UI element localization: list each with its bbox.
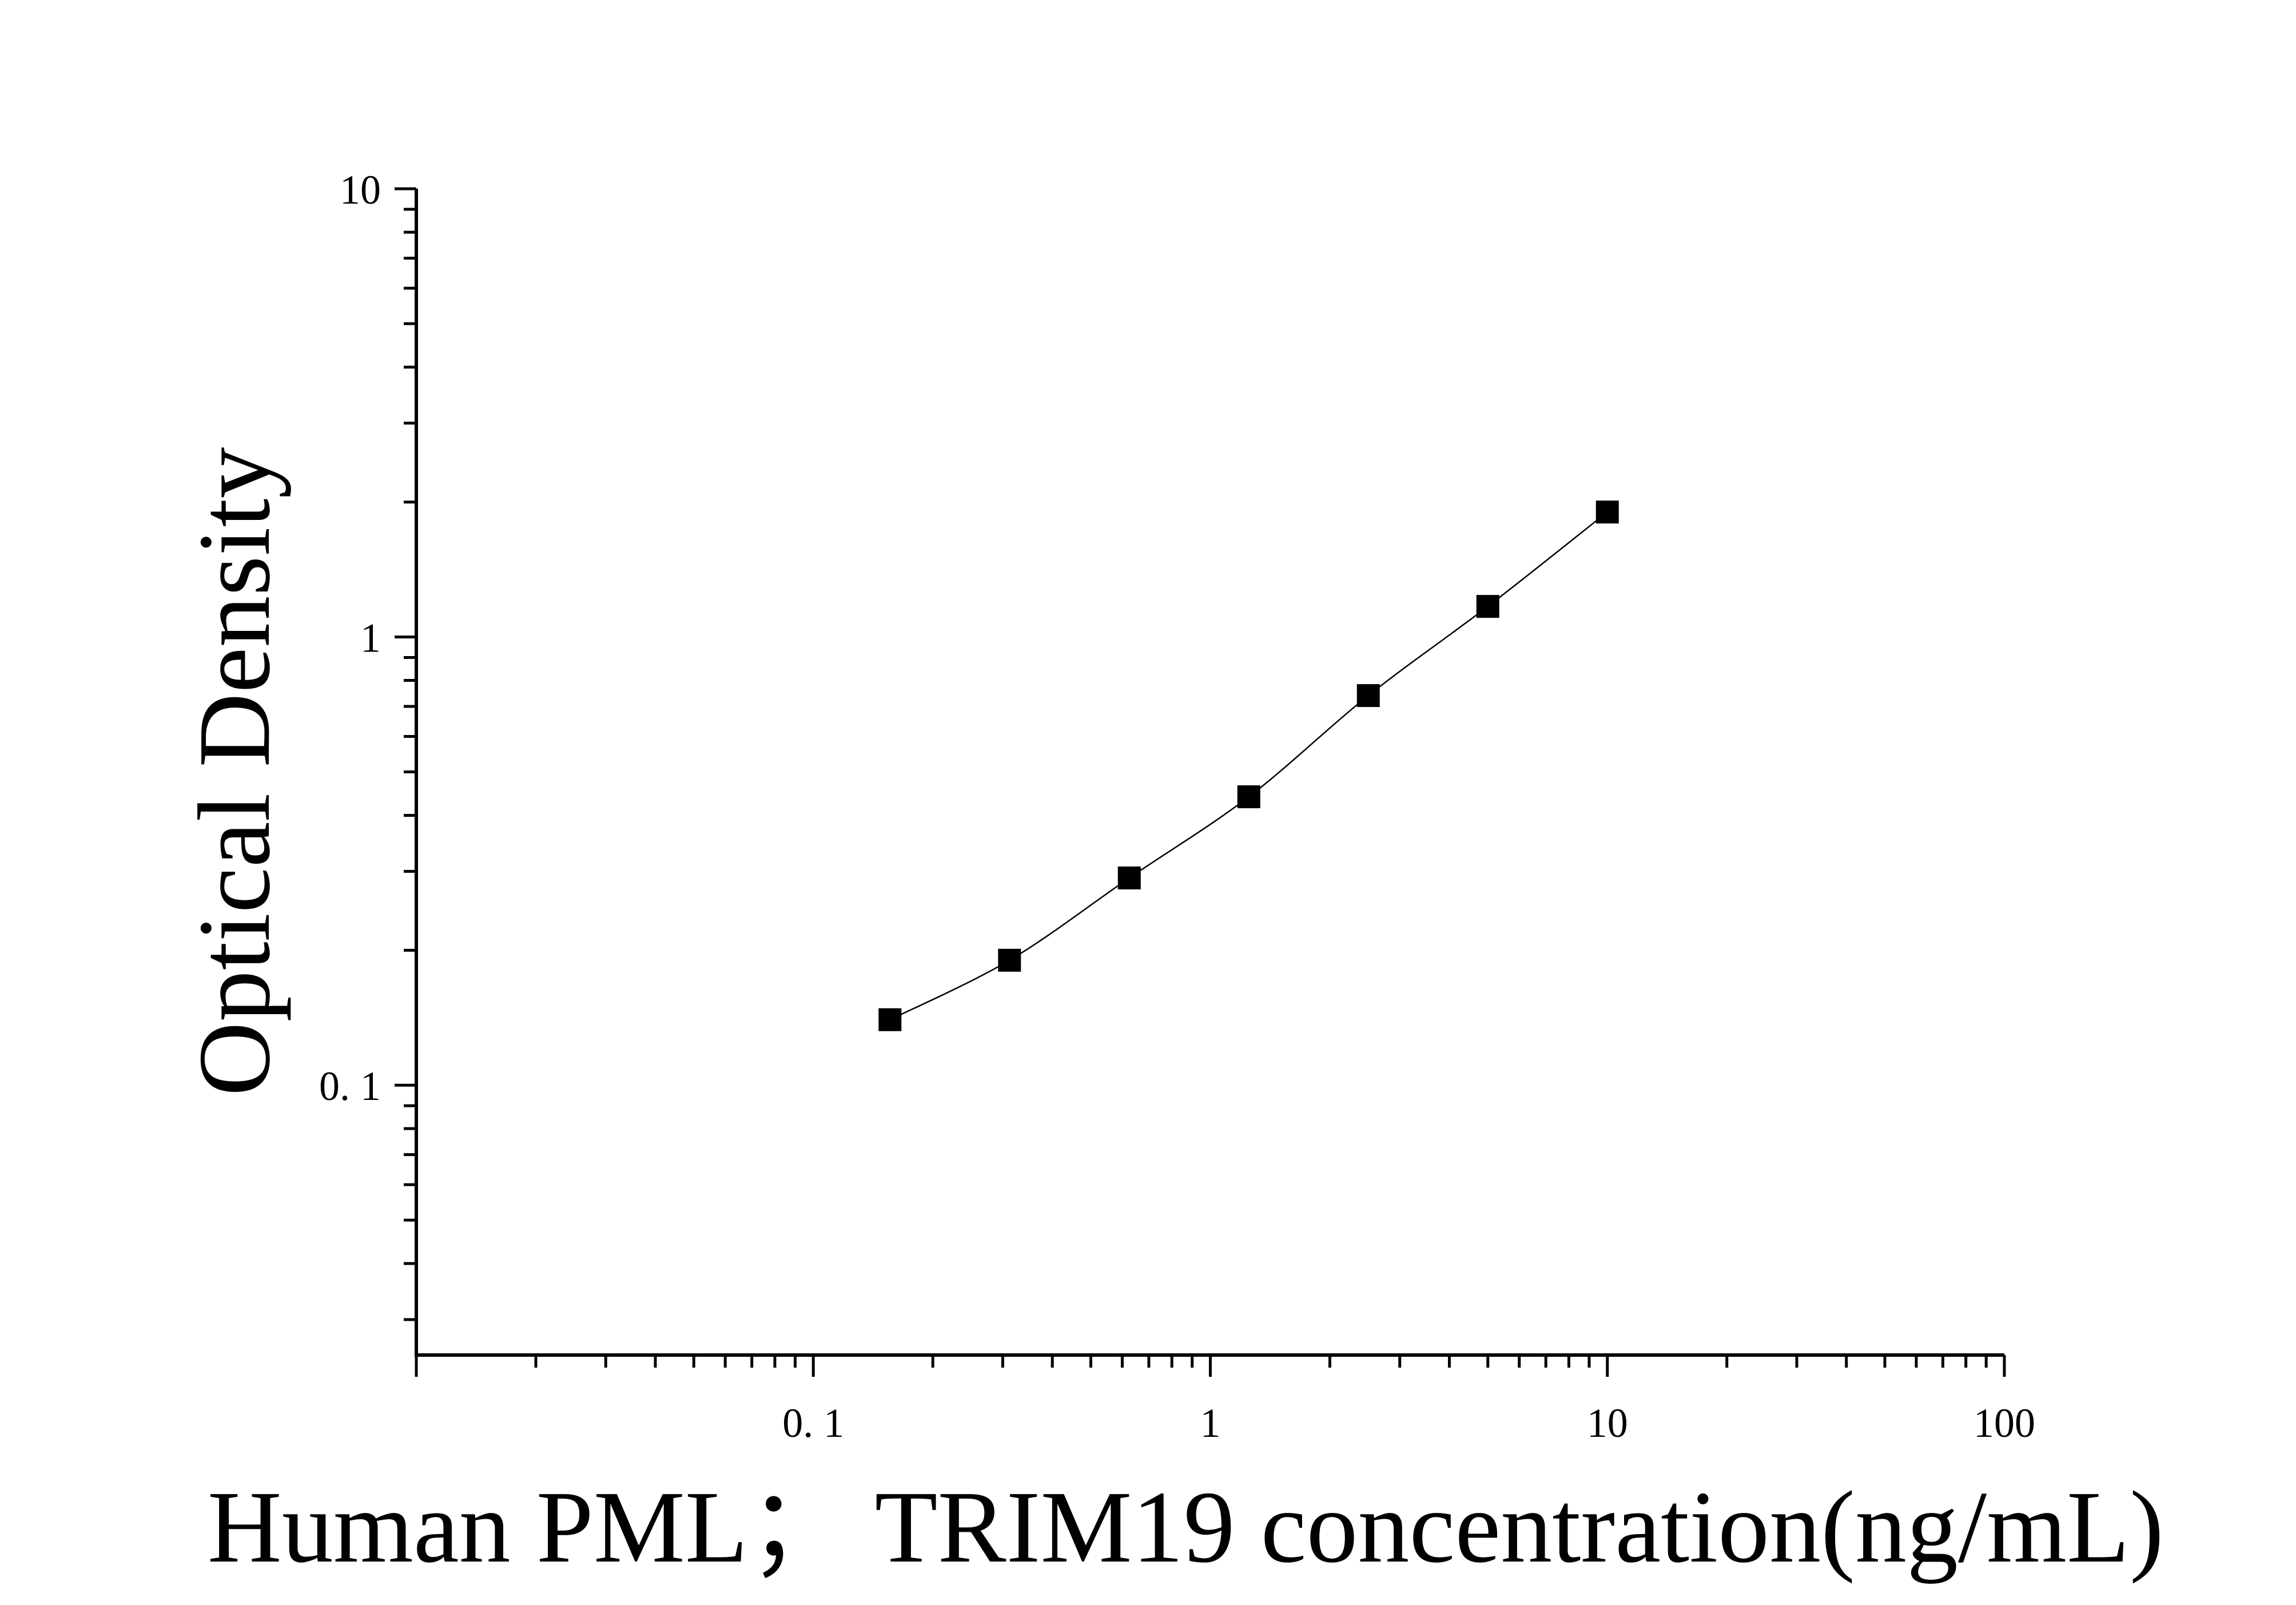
data-point [1117, 866, 1141, 889]
data-point [878, 1008, 902, 1031]
x-tick-label: 1 [1200, 1400, 1221, 1446]
ticks-layer [395, 187, 2006, 1377]
y-tick-label: 0. 1 [319, 1063, 381, 1109]
data-points [878, 500, 1619, 1031]
fit-curve [889, 511, 1608, 1020]
data-point [1476, 595, 1499, 618]
y-tick-label: 1 [360, 615, 381, 661]
data-point [1237, 785, 1260, 809]
x-tick-label: 10 [1587, 1400, 1628, 1446]
data-point [1595, 500, 1619, 524]
x-axis-title: Human PML； TRIM19 concentration(ng/mL) [208, 1470, 2164, 1584]
data-point [998, 948, 1021, 972]
x-tick-label: 0. 1 [782, 1400, 844, 1446]
tick-labels: 0. 1 1 10 100 0. 1 1 10 [319, 167, 2035, 1446]
y-tick-label: 10 [340, 167, 381, 213]
y-axis-title: Optical Density [177, 447, 291, 1097]
data-point [1356, 684, 1380, 708]
x-tick-label: 100 [1973, 1400, 2035, 1446]
